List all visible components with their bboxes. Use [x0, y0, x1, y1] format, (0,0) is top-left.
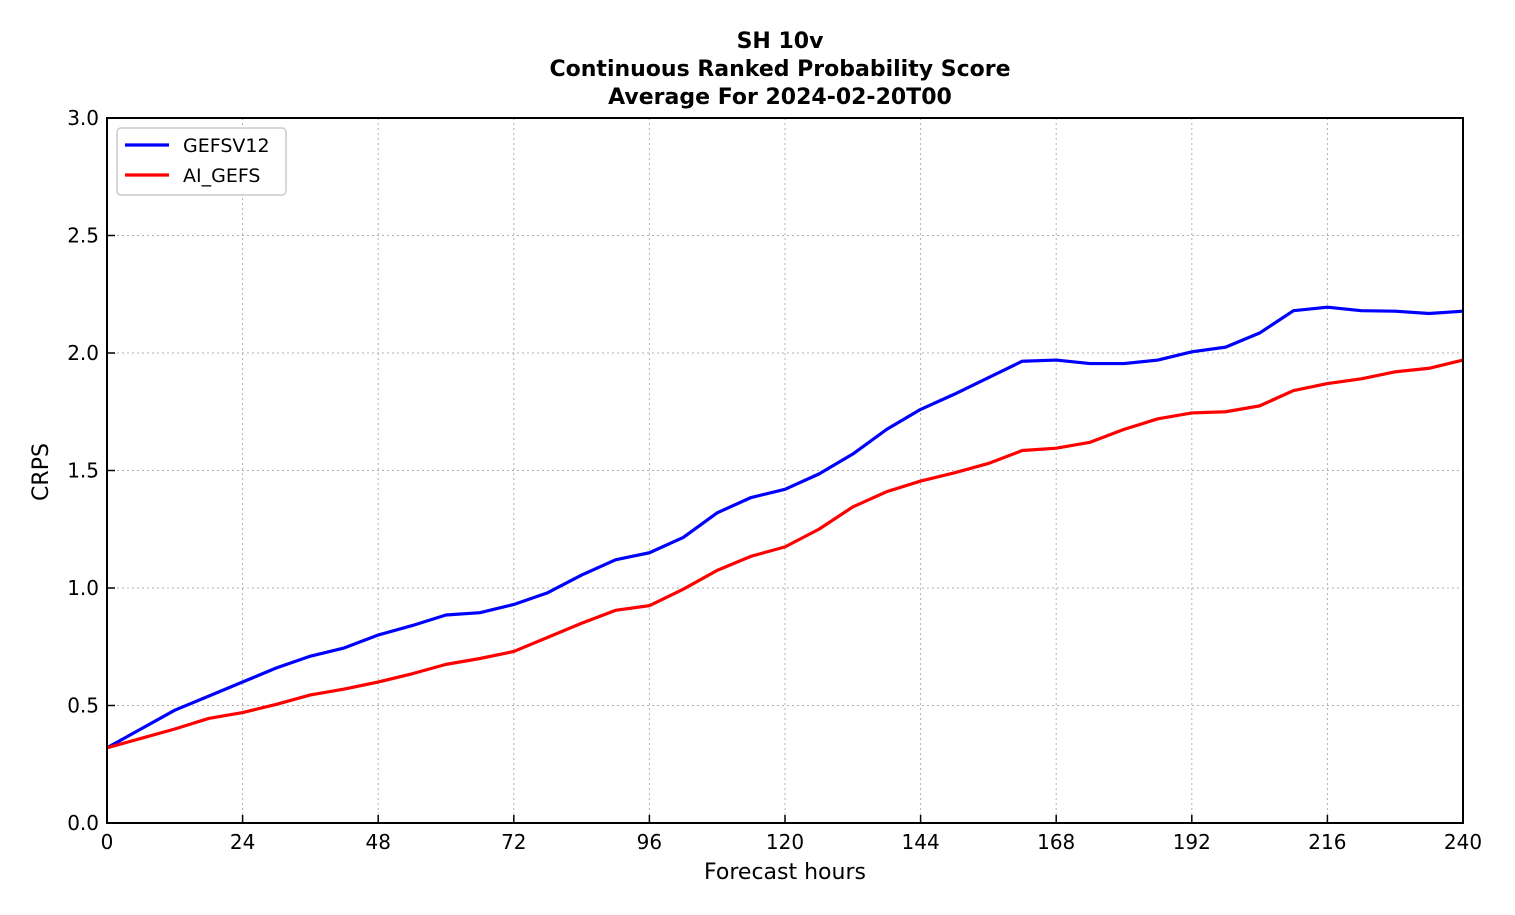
- x-axis-label: Forecast hours: [704, 860, 866, 885]
- x-tick-label: 144: [902, 830, 940, 854]
- legend-label-ai-gefs: AI_GEFS: [183, 165, 260, 187]
- legend: GEFSV12 AI_GEFS: [116, 127, 287, 196]
- x-tick-label: 120: [766, 830, 804, 854]
- y-axis-label: CRPS: [29, 443, 54, 501]
- x-tick-label: 168: [1037, 830, 1075, 854]
- y-tick-label: 2.0: [67, 341, 99, 365]
- x-tick-label: 192: [1173, 830, 1211, 854]
- series-line-gefsv12: [106, 305, 1464, 750]
- y-tick-label: 1.0: [67, 576, 99, 600]
- x-tick-label: 96: [637, 830, 662, 854]
- y-tick-label: 0.5: [67, 694, 99, 718]
- legend-label-gefsv12: GEFSV12: [183, 135, 270, 157]
- chart-title-line-1: SH 10v: [737, 29, 825, 54]
- x-tick-label: 216: [1308, 830, 1346, 854]
- chart-title: SH 10v Continuous Ranked Probability Sco…: [550, 29, 1011, 110]
- y-tick-label: 1.5: [67, 459, 99, 483]
- x-tick-label: 72: [501, 830, 526, 854]
- grid-lines: [107, 118, 1463, 823]
- series-lines: [106, 305, 1464, 750]
- y-tick-label: 3.0: [67, 106, 99, 130]
- x-tick-label: 0: [101, 830, 114, 854]
- chart-title-line-2: Continuous Ranked Probability Score: [550, 57, 1011, 82]
- x-tick-label: 24: [230, 830, 255, 854]
- x-axis-ticks: 0 24 48 72 96 120 144 168 192 216 240: [101, 815, 1482, 854]
- y-axis-ticks: 0.0 0.5 1.0 1.5 2.0 2.5 3.0: [67, 106, 115, 835]
- x-tick-label: 48: [365, 830, 390, 854]
- x-tick-label: 240: [1444, 830, 1482, 854]
- chart-title-line-3: Average For 2024-02-20T00: [608, 85, 952, 110]
- y-tick-label: 0.0: [67, 811, 99, 835]
- y-tick-label: 2.5: [67, 224, 99, 248]
- series-line-ai-gefs: [106, 358, 1464, 750]
